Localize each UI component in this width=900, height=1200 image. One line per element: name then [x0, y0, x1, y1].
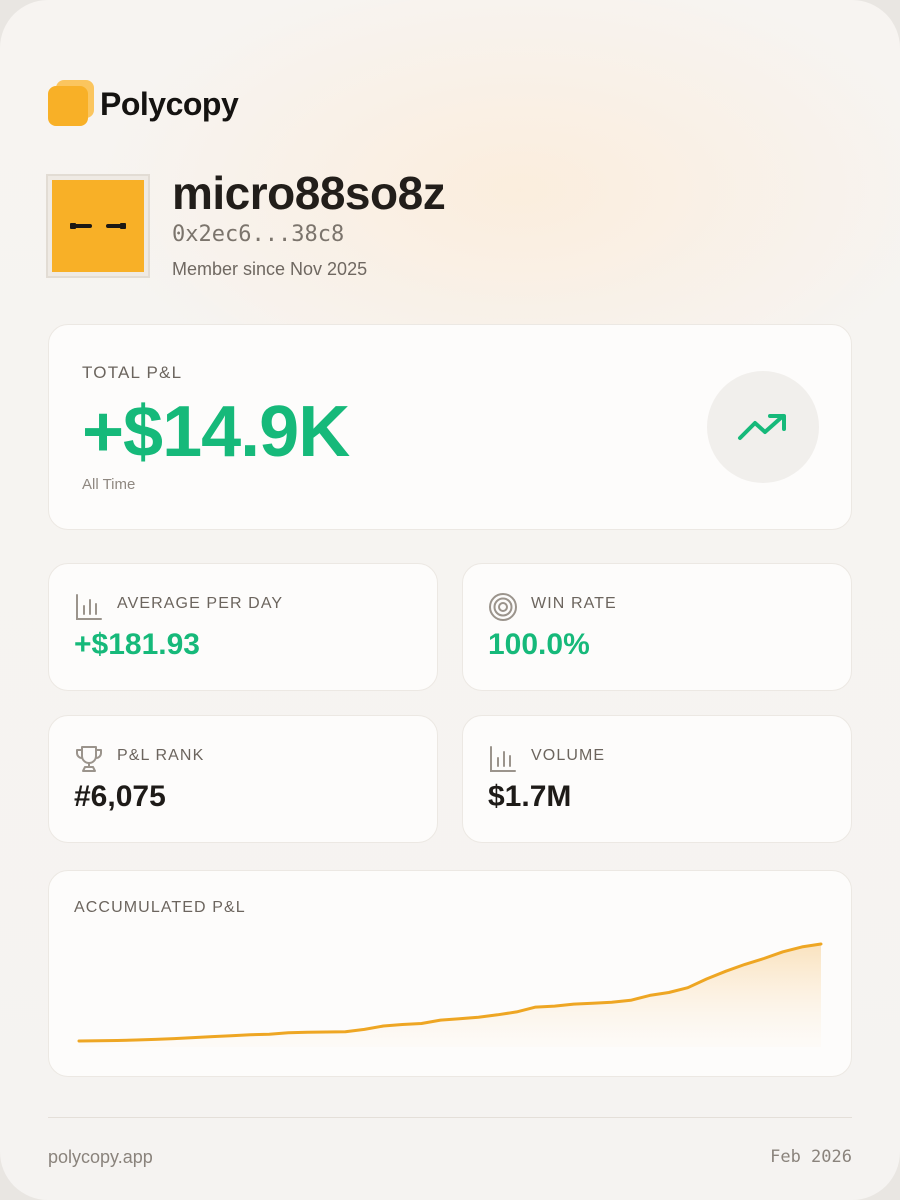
win-rate-label: WIN RATE [531, 595, 617, 612]
average-per-day-label: AVERAGE PER DAY [117, 595, 284, 612]
volume-value: $1.7M [488, 780, 572, 813]
volume-label: VOLUME [531, 747, 606, 764]
bar-chart-icon [488, 744, 518, 774]
chart-area-fill [79, 944, 821, 1047]
pnl-rank-card: P&L RANK #6,075 [48, 715, 438, 843]
accumulated-pnl-chart: ACCUMULATED P&L [48, 870, 852, 1077]
volume-card: VOLUME $1.7M [462, 715, 852, 843]
member-since: Member since Nov 2025 [172, 259, 368, 279]
chart-series-line [77, 942, 823, 1043]
total-pnl-value: +$14.9K [82, 392, 350, 472]
total-pnl-period: All Time [82, 476, 136, 493]
username: micro88so8z [172, 167, 446, 219]
pnl-rank-label: P&L RANK [117, 747, 205, 764]
wallet-address: 0x2ec6...38c8 [172, 222, 345, 247]
pnl-rank-value: #6,075 [74, 780, 166, 813]
chart-title: ACCUMULATED P&L [74, 899, 246, 916]
win-rate-value: 100.0% [488, 628, 590, 661]
chart-svg [77, 942, 823, 1047]
target-icon [488, 592, 518, 622]
bar-chart-icon [74, 592, 104, 622]
footer-divider [48, 1117, 852, 1118]
total-pnl-card: TOTAL P&L +$14.9K All Time [48, 324, 852, 530]
polycopy-logo-icon [48, 80, 96, 128]
footer-date: Feb 2026 [770, 1147, 852, 1167]
average-per-day-card: AVERAGE PER DAY +$181.93 [48, 563, 438, 691]
brand: Polycopy [48, 80, 239, 128]
footer-domain: polycopy.app [48, 1147, 153, 1167]
win-rate-card: WIN RATE 100.0% [462, 563, 852, 691]
average-per-day-value: +$181.93 [74, 628, 200, 661]
total-pnl-label: TOTAL P&L [82, 363, 183, 382]
trending-up-icon [707, 371, 819, 483]
brand-name: Polycopy [100, 85, 239, 122]
trophy-icon [74, 744, 104, 774]
pixel-face-avatar-icon [52, 180, 144, 272]
avatar [46, 174, 150, 278]
